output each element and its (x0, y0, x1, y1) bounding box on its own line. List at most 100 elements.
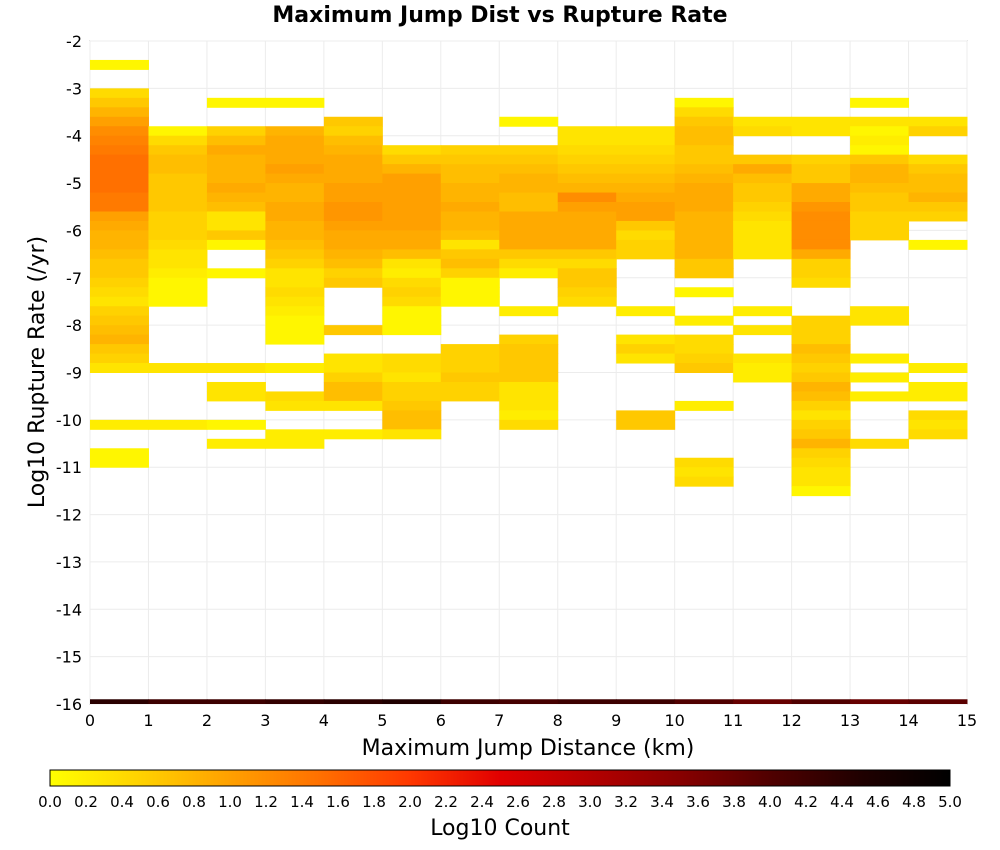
heatmap-cell (908, 183, 968, 194)
heatmap-cell (791, 173, 851, 184)
heatmap-cell (674, 107, 734, 118)
heatmap-cell (791, 486, 851, 497)
heatmap-cell (148, 183, 208, 194)
heatmap-cell (90, 183, 149, 194)
heatmap-cell (791, 372, 851, 383)
heatmap-cell-bottom (908, 699, 968, 704)
heatmap-cell (674, 344, 734, 355)
heatmap-cell-bottom (206, 699, 266, 704)
heatmap-cell-bottom (557, 699, 617, 704)
heatmap-cell (674, 249, 734, 260)
heatmap-cell (616, 230, 676, 241)
heatmap-cell (90, 88, 149, 99)
colorbar-tick-label: 2.6 (506, 793, 530, 811)
heatmap-cell (90, 239, 149, 250)
heatmap-cell (850, 230, 910, 241)
heatmap-cell (90, 59, 149, 70)
heatmap-cell (674, 192, 734, 203)
heatmap-cell (265, 306, 325, 317)
heatmap-cell (206, 239, 266, 250)
heatmap-cell (733, 306, 793, 317)
heatmap-cell (90, 287, 149, 298)
heatmap-cell (791, 438, 851, 449)
heatmap-cell (206, 183, 266, 194)
heatmap-cell (674, 400, 734, 411)
heatmap-cell (850, 438, 910, 449)
heatmap-cell (90, 164, 149, 175)
heatmap-cell (206, 135, 266, 146)
heatmap-cell (850, 135, 910, 146)
heatmap-cell (616, 202, 676, 212)
heatmap-cell (440, 202, 500, 212)
heatmap-cell (733, 173, 793, 184)
heatmap-cell (557, 296, 617, 307)
heatmap-cell (499, 372, 559, 383)
heatmap-cell (850, 220, 910, 231)
heatmap-cell (557, 268, 617, 279)
heatmap-cell (265, 164, 325, 175)
heatmap-cell (499, 116, 559, 127)
heatmap-cell-bottom (440, 699, 500, 704)
heatmap-cell (791, 476, 851, 487)
y-tick-label: -13 (56, 553, 82, 572)
heatmap-cell (440, 239, 500, 250)
heatmap-cell (616, 126, 676, 137)
heatmap-cell (674, 268, 734, 279)
heatmap-cell (499, 391, 559, 402)
heatmap-cell (382, 277, 442, 288)
heatmap-cell (674, 230, 734, 241)
heatmap-cell (791, 325, 851, 336)
heatmap-cell (323, 154, 383, 165)
colorbar-tick-label: 1.2 (254, 793, 278, 811)
heatmap-cell (440, 249, 500, 260)
heatmap-cell (382, 419, 442, 430)
heatmap-cell (265, 325, 325, 336)
heatmap-cell (791, 400, 851, 411)
heatmap-cell (674, 202, 734, 212)
heatmap-cell (733, 192, 793, 203)
heatmap-cell (499, 239, 559, 250)
heatmap-cell (382, 363, 442, 373)
heatmap-cell (265, 97, 325, 108)
heatmap-cell (148, 287, 208, 298)
heatmap-cell (733, 353, 793, 364)
heatmap-cell-bottom (323, 699, 383, 704)
heatmap-cell (148, 268, 208, 279)
x-tick-label: 11 (723, 711, 743, 730)
heatmap-cell (440, 287, 500, 298)
heatmap-cell (499, 419, 559, 430)
heatmap-cell (674, 211, 734, 222)
heatmap-cell (148, 419, 208, 430)
colorbar-tick-label: 4.6 (866, 793, 890, 811)
y-tick-label: -16 (56, 695, 82, 714)
heatmap-cell (791, 381, 851, 392)
heatmap-cell (908, 164, 968, 175)
heatmap-cell (382, 296, 442, 307)
heatmap-cell (674, 135, 734, 146)
heatmap-cell (499, 220, 559, 231)
colorbar-ticks: 0.0 0.2 0.4 0.6 0.8 1.0 1.2 1.4 1.6 1.8 2.0 2.2 2.4 2… (38, 793, 962, 811)
heatmap-cell (265, 230, 325, 241)
heatmap-cell (674, 183, 734, 194)
heatmap-cell (674, 457, 734, 468)
colorbar-tick-label: 2.0 (398, 793, 422, 811)
x-tick-label: 3 (260, 711, 270, 730)
heatmap-cell (733, 220, 793, 231)
colorbar-tick-label: 3.8 (722, 793, 746, 811)
heatmap-cell (557, 220, 617, 231)
heatmap-cell (382, 202, 442, 212)
heatmap-cell (908, 391, 968, 402)
colorbar (49, 769, 951, 787)
heatmap-cell (791, 211, 851, 222)
heatmap-cell (791, 410, 851, 421)
heatmap-cell (557, 183, 617, 194)
heatmap-cell (499, 268, 559, 279)
heatmap-cell (323, 135, 383, 146)
colorbar-tick-label: 4.4 (830, 793, 854, 811)
heatmap-cell (791, 192, 851, 203)
heatmap-cell (733, 116, 793, 127)
heatmap-cell (265, 220, 325, 231)
heatmap-cell-bottom (791, 699, 851, 704)
heatmap-cell (733, 183, 793, 194)
heatmap-cell (850, 97, 910, 108)
